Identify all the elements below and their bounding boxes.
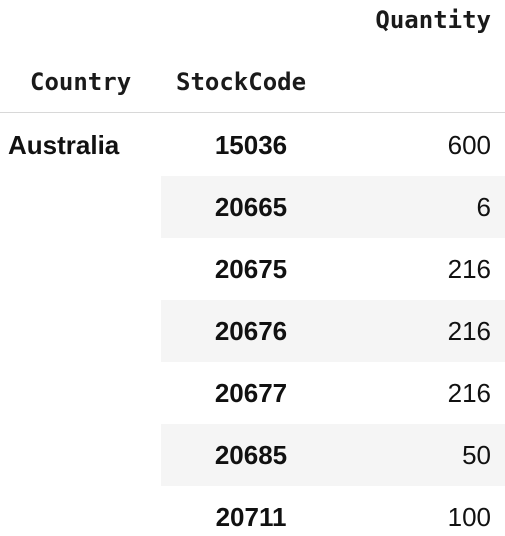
table-row: 20685 50 xyxy=(0,424,505,486)
header-divider xyxy=(0,112,505,113)
table-row: 20677 216 xyxy=(0,362,505,424)
index-cell-stockcode: 20711 xyxy=(215,502,287,532)
index-cell-country: Australia xyxy=(8,130,120,160)
cell-quantity: 216 xyxy=(447,254,491,284)
cell-quantity: 216 xyxy=(447,378,491,408)
cell-quantity: 6 xyxy=(476,192,491,222)
index-header-country: Country xyxy=(30,68,132,96)
row-stripe xyxy=(161,424,505,486)
cell-quantity: 100 xyxy=(447,502,491,532)
index-header-stockcode: StockCode xyxy=(176,68,307,96)
row-stripe xyxy=(161,300,505,362)
cell-quantity: 600 xyxy=(447,130,491,160)
table-row: 20676 216 xyxy=(0,300,505,362)
cell-quantity: 216 xyxy=(447,316,491,346)
table-row: Australia 15036 600 xyxy=(0,114,505,176)
table-row: 20675 216 xyxy=(0,238,505,300)
index-cell-stockcode: 20665 xyxy=(214,192,288,222)
cell-quantity: 50 xyxy=(462,440,491,470)
table-row: 20665 6 xyxy=(0,176,505,238)
row-stripe xyxy=(161,176,505,238)
column-header-quantity: Quantity xyxy=(375,6,491,34)
index-cell-stockcode: 20676 xyxy=(214,316,288,346)
index-cell-stockcode: 20677 xyxy=(214,378,288,408)
index-cell-stockcode: 15036 xyxy=(214,130,288,160)
table-row: 20711 100 xyxy=(0,486,505,536)
index-cell-stockcode: 20675 xyxy=(214,254,288,284)
index-cell-stockcode: 20685 xyxy=(214,440,288,470)
